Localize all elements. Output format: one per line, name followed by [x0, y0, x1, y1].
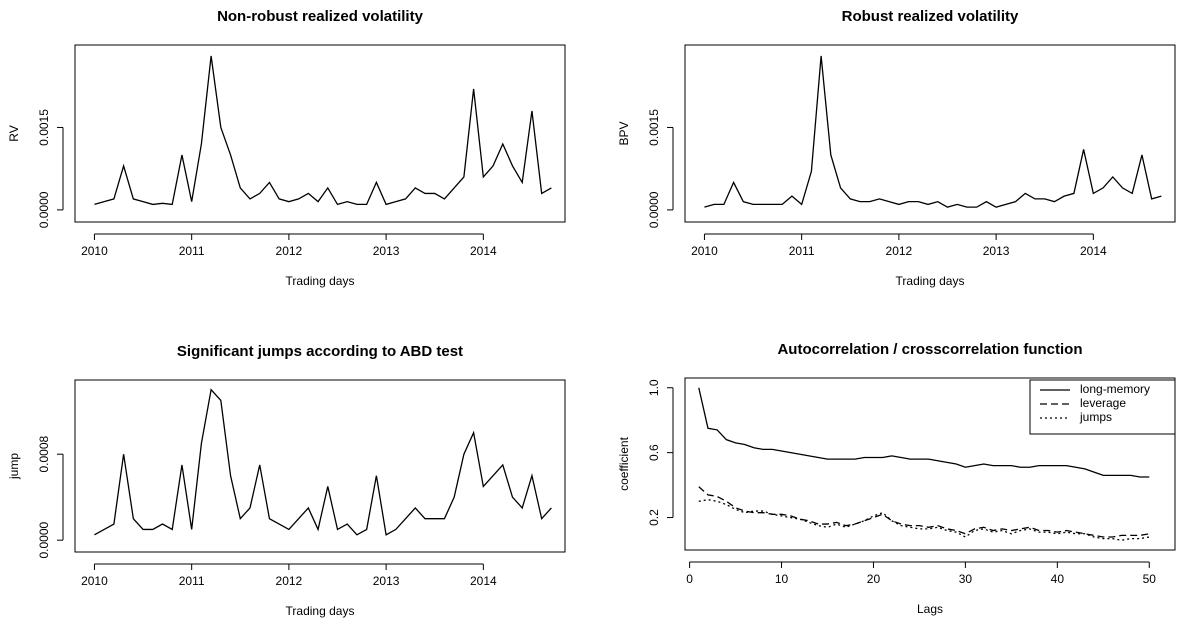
legend-label: leverage [1080, 396, 1126, 410]
y-axis-label: BPV [617, 121, 631, 145]
x-tick-label: 2014 [470, 574, 497, 588]
chart-title: Non-robust realized volatility [217, 8, 424, 25]
plot-frame [74, 44, 566, 223]
series-line [698, 499, 1150, 541]
y-tick-label: 0.0015 [647, 109, 661, 146]
y-tick-label: 0.0000 [37, 521, 51, 558]
plot-frame [74, 379, 566, 553]
x-axis-label: Lags [917, 602, 943, 616]
x-axis-label: Trading days [286, 604, 355, 618]
x-axis-label: Trading days [286, 274, 355, 288]
x-tick-label: 40 [1051, 572, 1065, 586]
x-tick-label: 20 [867, 572, 881, 586]
y-tick-label: 0.0008 [37, 435, 51, 472]
x-tick-label: 2013 [983, 244, 1010, 258]
x-tick-label: 2013 [373, 244, 400, 258]
chart-title: Robust realized volatility [842, 8, 1019, 25]
x-tick-label: 2012 [886, 244, 913, 258]
x-axis-label: Trading days [896, 274, 965, 288]
series-line [94, 388, 552, 536]
x-tick-label: 2011 [789, 244, 815, 258]
x-tick-label: 2011 [179, 244, 205, 258]
chart-title: Significant jumps according to ABD test [177, 343, 463, 360]
x-tick-label: 2012 [276, 244, 303, 258]
y-axis-label: coefficient [617, 436, 631, 490]
x-tick-label: 0 [686, 572, 693, 586]
x-tick-label: 2010 [81, 244, 108, 258]
x-tick-label: 2012 [276, 574, 303, 588]
plot-frame [684, 377, 1176, 551]
y-tick-label: 0.2 [647, 509, 661, 526]
y-axis-label: RV [7, 125, 21, 141]
x-tick-label: 2011 [179, 574, 205, 588]
x-tick-label: 2014 [470, 244, 497, 258]
series-line [704, 55, 1162, 208]
x-tick-label: 50 [1143, 572, 1157, 586]
x-tick-label: 2014 [1080, 244, 1107, 258]
series-line [698, 486, 1150, 538]
chart-title: Autocorrelation / crosscorrelation funct… [777, 341, 1082, 358]
series-line [94, 55, 552, 206]
y-tick-label: 1.0 [647, 379, 661, 396]
series-line [698, 387, 1150, 478]
y-tick-label: 0.0015 [37, 109, 51, 146]
y-tick-label: 0.6 [647, 444, 661, 461]
legend-label: long-memory [1080, 382, 1150, 396]
y-axis-label: jump [7, 453, 21, 480]
x-tick-label: 2010 [81, 574, 108, 588]
x-tick-label: 2010 [691, 244, 718, 258]
legend-label: jumps [1079, 410, 1112, 424]
y-tick-label: 0.0000 [647, 191, 661, 228]
x-tick-label: 30 [959, 572, 973, 586]
plot-frame [684, 44, 1176, 223]
legend-box [1029, 379, 1176, 435]
x-tick-label: 2013 [373, 574, 400, 588]
x-tick-label: 10 [775, 572, 789, 586]
y-tick-label: 0.0000 [37, 191, 51, 228]
